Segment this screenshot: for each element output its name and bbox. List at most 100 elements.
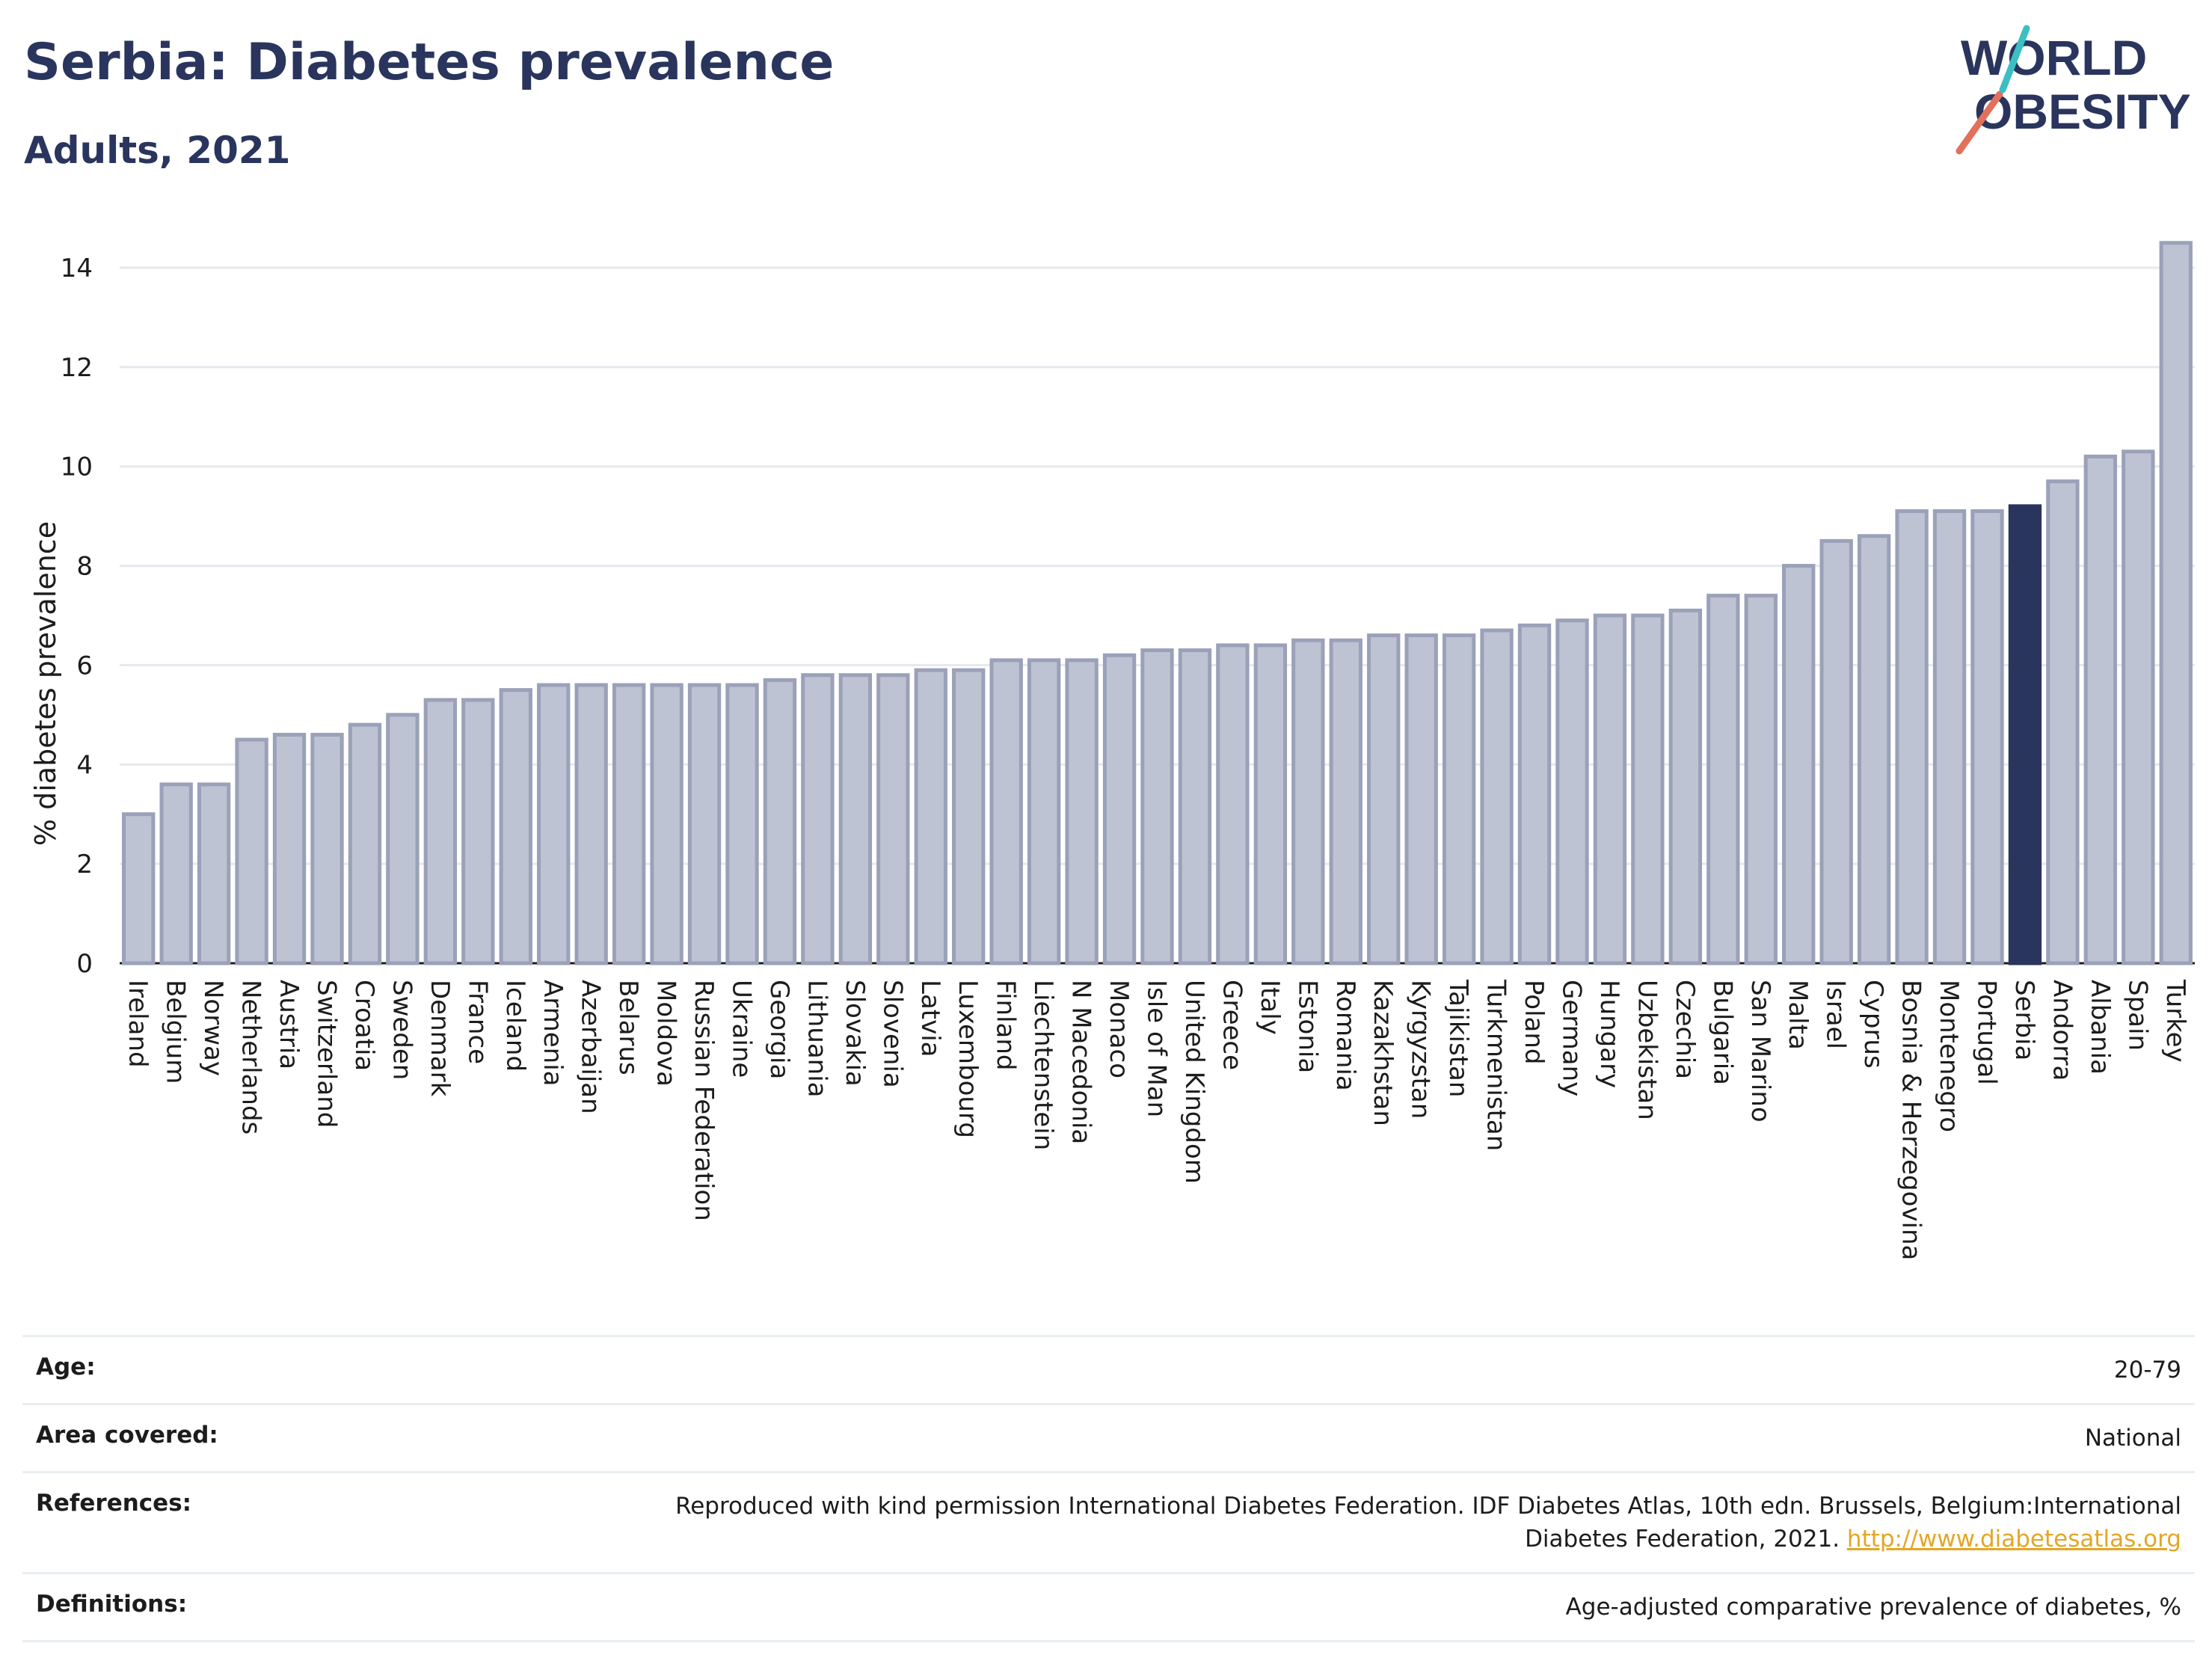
x-category-label: Belarus [613,980,643,1075]
x-category-label: Uzbekistan [1632,980,1662,1120]
x-category-label: Slovakia [840,980,870,1087]
x-category-label: France [462,980,492,1064]
info-label: Definitions: [36,1591,188,1618]
x-category-label: Israel [1821,980,1851,1049]
bar-portugal [1970,509,2004,965]
x-category-label: Bosnia & Herzegovina [1896,980,1926,1260]
bar-turkmenistan [1480,628,1514,965]
bar-n-macedonia [1065,658,1099,965]
bar-belarus [612,683,646,965]
y-tick-label: 2 [76,850,93,879]
info-row-references: References: Reproduced with kind permiss… [22,1471,2195,1572]
x-category-label: Monaco [1104,980,1134,1078]
logo-line-1: WORLD [1961,30,2147,85]
x-category-label: Finland [991,980,1021,1071]
y-tick-label: 14 [61,254,93,283]
bar-iceland [499,688,532,965]
bar-italy [1253,643,1288,965]
bar-bosnia-herzegovina [1895,509,1929,965]
bar-chart: 0 2 4 6 8 10 12 14 Ireland Belgium Norway Netherla… [29,241,2195,1260]
x-category-label: Greece [1217,980,1247,1070]
bar-united-kingdom [1178,648,1212,965]
bar-azerbaijan [574,683,608,965]
bar-moldova [650,683,683,965]
x-category-label: Croatia [349,980,379,1071]
bar-bulgaria [1706,593,1740,965]
x-category-label: Bulgaria [1707,980,1737,1085]
bar-denmark [423,698,458,965]
reference-text: Reproduced with kind permission Internat… [675,1493,2181,1553]
info-table: Age: 20-79 Area covered: National Refere… [22,1335,2195,1642]
logo-line-2: OBESITY [1974,84,2191,139]
bar-malta [1782,564,1816,965]
info-row-age: Age: 20-79 [22,1335,2195,1403]
x-category-label: Albania [2085,980,2115,1075]
bar-montenegro [1932,509,1967,965]
bar-ukraine [725,683,759,965]
x-category-label: Turkey [2160,979,2190,1063]
x-category-label: San Marino [1745,980,1775,1123]
info-label: Age: [36,1354,96,1381]
info-value: Reproduced with kind permission Internat… [648,1490,2181,1556]
x-category-label: Kyrgyzstan [1406,980,1436,1119]
bar-austria [272,732,307,965]
info-value: National [2084,1425,2181,1452]
y-axis-label: % diabetes prevalence [29,521,62,846]
y-tick-label: 12 [61,353,93,383]
x-category-label: Germany [1557,980,1587,1096]
bar-tajikistan [1442,633,1476,965]
bar-belgium [159,782,193,965]
bar-luxembourg [952,668,986,965]
bar-france [461,698,495,965]
y-tick-label: 4 [76,750,93,780]
bar-isle-of-man [1140,648,1174,965]
x-category-label: Turkmenistan [1481,979,1511,1151]
x-category-label: Liechtenstein [1028,980,1058,1150]
x-category-label: Portugal [1972,980,2002,1085]
x-category-label: Belgium [161,980,191,1084]
x-category-label: Hungary [1594,980,1624,1088]
x-category-label: Azerbaijan [576,980,606,1114]
bar-croatia [348,722,382,965]
bar-norway [197,782,231,965]
x-category-label: N Macedonia [1066,980,1096,1144]
bar-albania [2083,454,2118,965]
bar-lithuania [801,673,835,965]
x-category-label: Denmark [425,980,455,1097]
bar-switzerland [310,732,344,965]
bar-turkey [2159,241,2193,965]
bar-estonia [1291,638,1325,965]
bar-kyrgyzstan [1404,633,1438,965]
x-category-label: Malta [1783,980,1813,1050]
x-category-label: Montenegro [1934,980,1964,1132]
bar-san-marino [1744,593,1778,965]
x-category-label: Russian Federation [689,980,719,1221]
reference-link[interactable]: http://www.diabetesatlas.org [1846,1526,2181,1553]
x-category-label: Sweden [387,980,417,1080]
x-category-label: Italy [1255,980,1285,1035]
x-category-label: Serbia [2009,980,2039,1060]
x-category-label: Andorra [2047,980,2077,1081]
info-row-definitions: Definitions: Age-adjusted comparative pr… [22,1572,2195,1642]
info-label: References: [36,1490,192,1517]
x-category-label: Luxembourg [953,980,983,1138]
bar-russian-federation [687,683,722,965]
bar-georgia [763,678,797,965]
x-category-label: Armenia [538,980,568,1087]
x-category-label: Isle of Man [1142,980,1172,1117]
y-tick-label: 10 [61,452,93,482]
bar-slovakia [838,673,873,965]
bar-latvia [914,668,947,965]
bar-germany [1555,618,1589,965]
x-category-label: Norway [198,980,228,1076]
x-category-label: United Kingdom [1179,980,1209,1184]
x-category-label: Romania [1330,980,1360,1091]
bar-greece [1216,643,1250,965]
page-subtitle: Adults, 2021 [24,129,291,172]
info-row-area: Area covered: National [22,1403,2195,1471]
bar-czechia [1668,608,1703,965]
bar-armenia [537,683,571,965]
bar-hungary [1593,613,1627,965]
x-category-label: Estonia [1292,980,1322,1073]
x-category-label: Switzerland [312,980,342,1128]
